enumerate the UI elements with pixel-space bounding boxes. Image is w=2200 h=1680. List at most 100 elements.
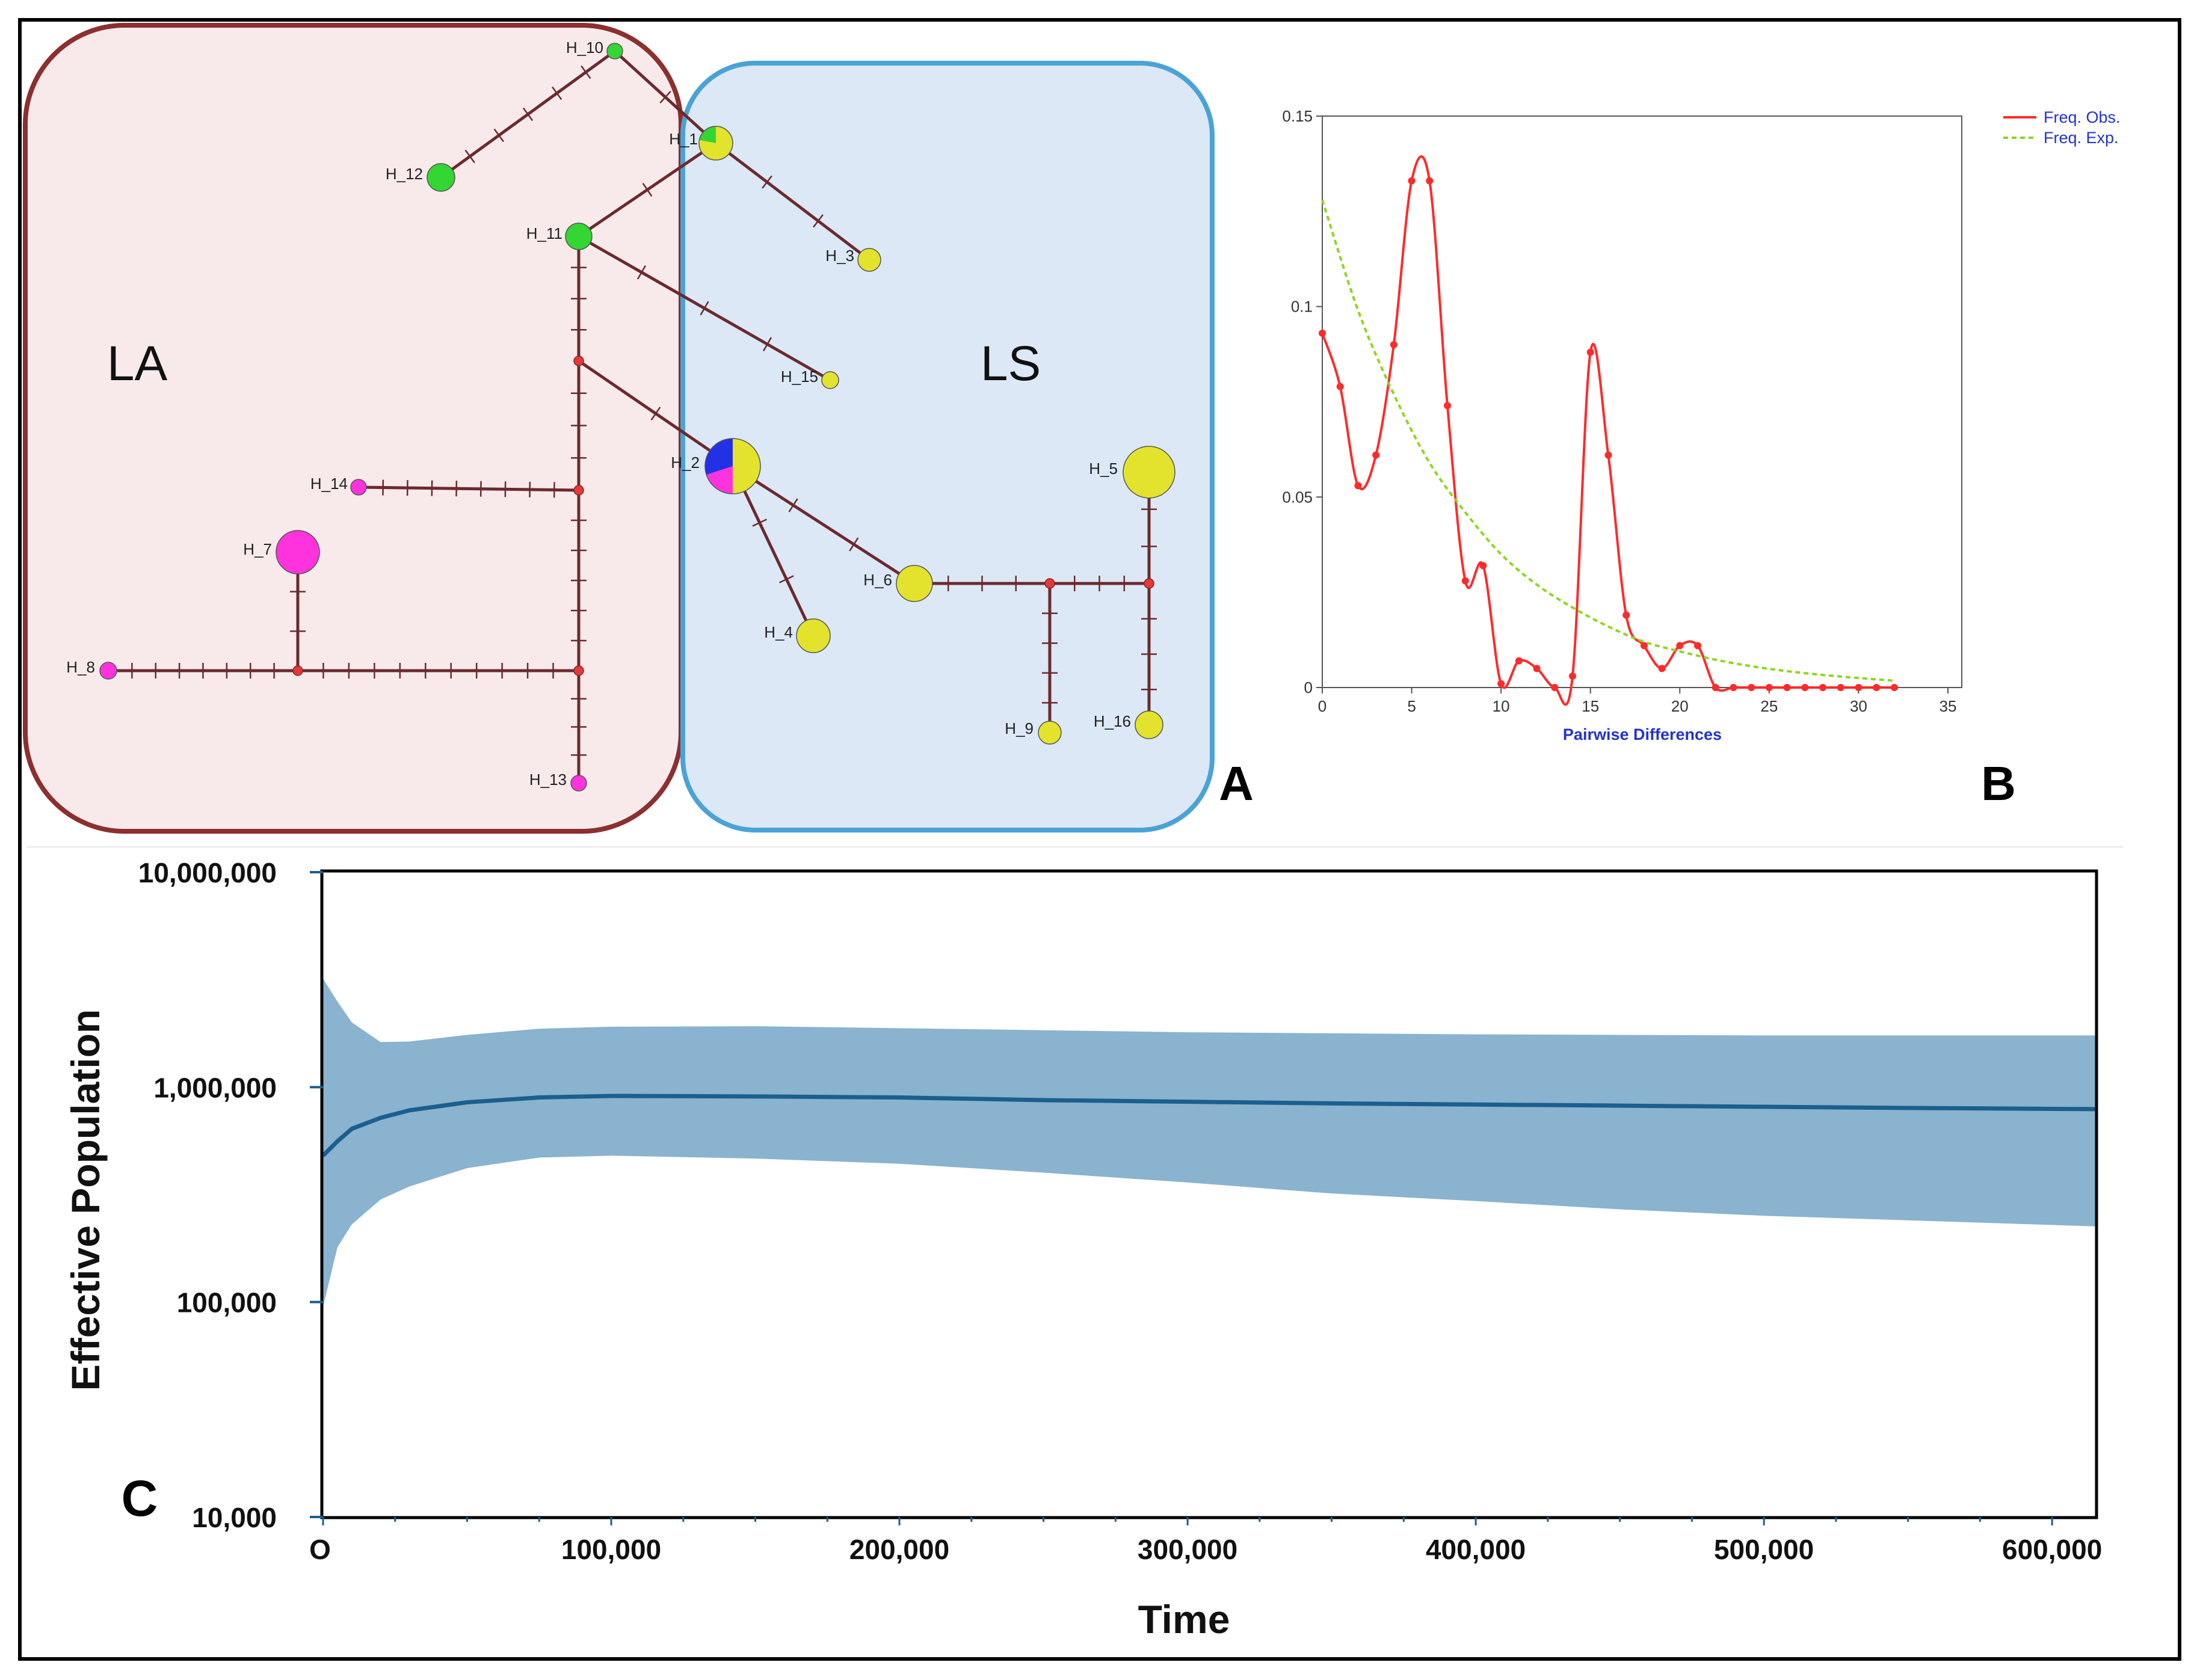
observed-point: [1694, 642, 1701, 650]
observed-point: [1622, 611, 1630, 619]
haplotype-node-h-16: H_16: [1094, 710, 1163, 739]
mismatch-x-tick-label: 25: [1760, 697, 1778, 715]
skyline-x-tick-label: 500,000: [1714, 1534, 1814, 1565]
observed-point: [1354, 482, 1362, 490]
skyline-x-tick-label: 200,000: [849, 1534, 949, 1565]
observed-point: [1551, 684, 1559, 691]
haplotype-label: H_13: [529, 771, 567, 789]
haplotype-node-h-4: H_4: [764, 618, 831, 653]
observed-point: [1640, 642, 1648, 650]
observed-point: [1765, 684, 1773, 691]
mismatch-x-tick-label: 30: [1850, 697, 1867, 715]
observed-point: [1730, 684, 1737, 691]
haplotype-node-h-9: H_9: [1005, 719, 1062, 745]
mismatch-y-tick-label: 0.15: [1282, 107, 1313, 125]
mismatch-x-tick-label: 20: [1671, 697, 1689, 715]
mismatch-axes: 0 5 10 15 20 25 30 35 0 0.05 0.1 0.15: [1282, 107, 1956, 715]
skyline-y-tick-label: 1,000,000: [153, 1072, 277, 1103]
haplotype-circle: [821, 371, 839, 389]
haplotype-node-h-15: H_15: [781, 368, 839, 389]
mutation-tick: [762, 337, 772, 352]
median-vector-node: [292, 665, 303, 676]
haplotype-label: H_12: [386, 165, 423, 183]
haplotype-label: H_9: [1005, 719, 1034, 737]
skyline-axes: 10,000 100,000 1,000,000 10,000,000 O 100,000…: [138, 857, 2103, 1565]
observed-point: [1372, 451, 1380, 459]
haplotype-node-h-1: H_1: [669, 126, 733, 161]
haplotype-circle: [276, 530, 320, 574]
haplotype-node-h-10: H_10: [566, 38, 623, 60]
observed-point: [1319, 330, 1326, 337]
haplotype-label: H_1: [669, 130, 698, 148]
haplotype-circle: [857, 248, 881, 272]
haplotype-label: H_14: [310, 475, 348, 493]
mutation-tick: [522, 107, 534, 122]
haplotype-node-h-13: H_13: [529, 771, 587, 792]
observed-point: [1676, 642, 1684, 650]
observed-point: [1801, 684, 1809, 691]
hpd-interval-band: [323, 978, 2095, 1307]
haplotype-node-h-12: H_12: [386, 163, 455, 192]
observed-point: [1336, 383, 1344, 390]
mismatch-y-tick-label: 0.05: [1282, 488, 1313, 506]
mismatch-y-tick-label: 0.1: [1291, 298, 1313, 316]
skyline-y-tick-label: 10,000,000: [138, 857, 277, 888]
legend-label-observed: Freq. Obs.: [2044, 108, 2121, 126]
median-vector-node: [573, 665, 584, 676]
mutation-tick: [581, 65, 591, 79]
observed-point: [1569, 672, 1576, 680]
mutation-tick: [493, 128, 504, 143]
median-population-line: [321, 1094, 2096, 1157]
mismatch-y-tick-label: 0: [1304, 678, 1313, 697]
observed-point: [1497, 680, 1505, 688]
haplotype-circle: [99, 662, 117, 680]
observed-point: [1586, 348, 1594, 356]
mutation-tick: [642, 183, 653, 197]
mutation-tick: [464, 149, 475, 164]
observed-point: [1390, 341, 1397, 348]
haplotype-outline: [704, 438, 761, 494]
mismatch-plot-frame: [1322, 115, 1962, 688]
mutation-tick: [552, 86, 562, 100]
legend-label-expected: Freq. Exp.: [2044, 129, 2119, 147]
observed-frequency-points: [1319, 177, 1898, 691]
network-edge: [715, 142, 870, 261]
haplotype-pie-slice: [699, 126, 716, 143]
network-edge: [731, 465, 815, 637]
panel-label-c: C: [122, 1470, 158, 1527]
mismatch-distribution-panel: 0 5 10 15 20 25 30 35 0 0.05 0.1 0.15 Pairwise Diff…: [1282, 107, 2120, 810]
observed-point: [1890, 684, 1898, 691]
panel-label-a: A: [1219, 757, 1254, 810]
skyline-x-tick-label: 300,000: [1138, 1534, 1237, 1565]
skyline-y-tick-label: 100,000: [177, 1287, 277, 1318]
network-edge: [358, 485, 579, 492]
skyline-y-axis-label: Effective Population: [63, 1009, 108, 1391]
haplotype-label: H_6: [863, 571, 892, 589]
mutation-tick: [659, 91, 671, 103]
skyline-y-tick-label: 10,000: [192, 1502, 277, 1533]
median-vector-node: [573, 355, 584, 366]
skyline-plot-frame: [320, 869, 2098, 1519]
mismatch-x-tick-label: 10: [1493, 697, 1510, 715]
haplotype-circle: [570, 775, 587, 792]
expected-frequency-line: [1321, 199, 1895, 682]
mutation-tick: [813, 214, 824, 228]
haplotype-label: H_7: [243, 540, 272, 558]
mismatch-legend: Freq. Obs. Freq. Exp.: [2003, 108, 2121, 147]
observed-point: [1712, 684, 1719, 691]
panel-label-b: B: [1981, 757, 2016, 810]
median-vector-node: [1044, 578, 1055, 589]
region-la-label: LA: [107, 336, 168, 391]
mutation-tick: [700, 301, 709, 316]
haplotype-label: H_16: [1094, 712, 1131, 730]
observed-point: [1658, 665, 1666, 672]
haplotype-outline: [698, 126, 733, 161]
median-vector-node: [573, 485, 584, 496]
mutation-tick: [762, 175, 772, 189]
haplotype-node-h-2: H_2: [671, 438, 761, 494]
haplotype-label: H_10: [566, 38, 603, 57]
haplotype-circle: [1123, 446, 1175, 499]
mismatch-x-tick-label: 15: [1582, 697, 1599, 715]
observed-point: [1461, 577, 1469, 585]
mismatch-x-tick-label: 35: [1940, 697, 1957, 715]
